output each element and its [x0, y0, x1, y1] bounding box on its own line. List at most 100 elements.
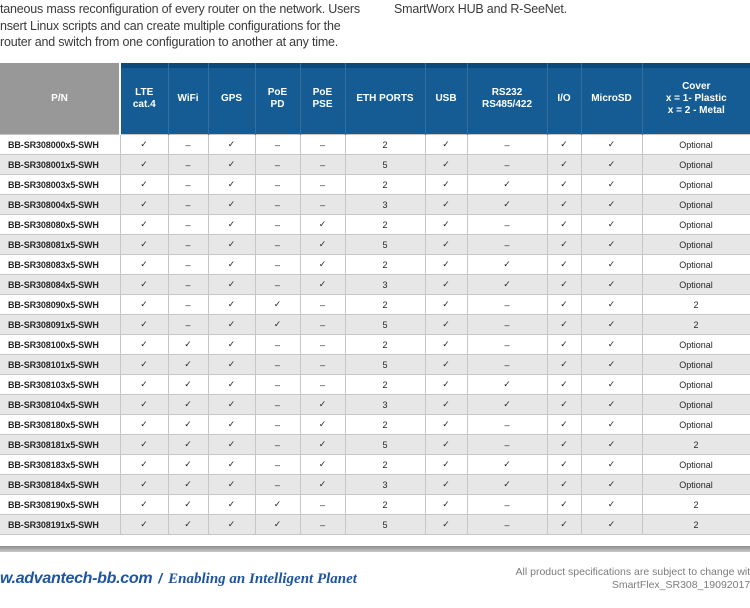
spec-cell-eth-ports: 5 — [344, 354, 426, 375]
spec-cell-poe-pse: – — [299, 314, 346, 335]
spec-cell-usb: ✓ — [424, 354, 468, 375]
spec-cell-rs232: – — [466, 154, 548, 175]
intro-right-line: SmartWorx HUB and R-SeeNet. — [394, 2, 567, 16]
spec-cell-poe-pse: – — [299, 514, 346, 535]
spec-cell-io: ✓ — [546, 294, 582, 315]
spec-cell-poe-pse: ✓ — [299, 414, 346, 435]
spec-cell-microsd: ✓ — [580, 134, 643, 155]
spec-cell-wifi: ✓ — [167, 434, 209, 455]
spec-cell-poe-pse: – — [299, 194, 346, 215]
part-number-cell: BB-SR308191x5-SWH — [0, 514, 121, 535]
spec-cell-wifi: ✓ — [167, 334, 209, 355]
spec-cell-cover: Optional — [641, 234, 750, 255]
spec-cell-wifi: – — [167, 254, 209, 275]
table-row: BB-SR308100x5-SWH ✓ ✓ ✓ – –2 ✓ – ✓ ✓ Optional — [0, 334, 750, 355]
spec-cell-usb: ✓ — [424, 274, 468, 295]
spec-cell-microsd: ✓ — [580, 334, 643, 355]
spec-cell-poe-pse: – — [299, 354, 346, 375]
spec-cell-eth-ports: 3 — [344, 394, 426, 415]
spec-cell-eth-ports: 5 — [344, 234, 426, 255]
spec-cell-gps: ✓ — [207, 494, 256, 515]
spec-cell-poe-pse: – — [299, 174, 346, 195]
col-header-wifi: WiFi — [167, 63, 208, 135]
spec-cell-microsd: ✓ — [580, 414, 643, 435]
spec-cell-wifi: – — [167, 134, 209, 155]
spec-cell-usb: ✓ — [424, 194, 468, 215]
part-number-cell: BB-SR308090x5-SWH — [0, 294, 121, 315]
part-number-cell: BB-SR308084x5-SWH — [0, 274, 121, 295]
spec-cell-microsd: ✓ — [580, 174, 643, 195]
spec-cell-lte: ✓ — [119, 214, 169, 235]
spec-cell-lte: ✓ — [119, 514, 169, 535]
spec-cell-eth-ports: 2 — [344, 414, 426, 435]
spec-cell-wifi: – — [167, 274, 209, 295]
footer-note-line-2: SmartFlex_SR308_19092017d — [611, 579, 750, 591]
table-row: BB-SR308181x5-SWH ✓ ✓ ✓ – ✓ 5 ✓ – ✓ ✓ 2 — [0, 434, 750, 455]
spec-cell-cover: Optional — [641, 214, 750, 235]
spec-cell-usb: ✓ — [424, 334, 468, 355]
col-header-poe-pd: PoE PD — [254, 63, 300, 135]
spec-cell-io: ✓ — [546, 254, 582, 275]
spec-cell-poe-pse: ✓ — [299, 454, 346, 475]
intro-line-1: taneous mass reconfiguration of every ro… — [0, 2, 360, 16]
spec-cell-rs232: – — [466, 414, 548, 435]
col-header-pn: P/N — [0, 63, 121, 135]
spec-cell-gps: ✓ — [207, 334, 256, 355]
spec-cell-poe-pd: – — [254, 474, 301, 495]
spec-cell-gps: ✓ — [207, 514, 256, 535]
spec-cell-io: ✓ — [546, 514, 582, 535]
spec-cell-cover: Optional — [641, 454, 750, 475]
spec-cell-usb: ✓ — [424, 434, 468, 455]
col-header-microsd: MicroSD — [580, 63, 642, 135]
part-number-cell: BB-SR308180x5-SWH — [0, 414, 121, 435]
spec-cell-io: ✓ — [546, 134, 582, 155]
part-number-cell: BB-SR308104x5-SWH — [0, 394, 121, 415]
spec-cell-wifi: ✓ — [167, 354, 209, 375]
spec-cell-poe-pse: ✓ — [299, 234, 346, 255]
spec-cell-rs232: – — [466, 334, 548, 355]
spec-cell-io: ✓ — [546, 174, 582, 195]
part-number-cell: BB-SR308181x5-SWH — [0, 434, 121, 455]
spec-cell-rs232: ✓ — [466, 174, 548, 195]
spec-cell-usb: ✓ — [424, 414, 468, 435]
spec-cell-poe-pse: – — [299, 334, 346, 355]
table-row: BB-SR308091x5-SWH ✓ – ✓ ✓ –5 ✓ – ✓ ✓ 2 — [0, 314, 750, 335]
intro-right-column: SmartWorx HUB and R-SeeNet. — [394, 1, 744, 18]
spec-cell-lte: ✓ — [119, 294, 169, 315]
col-header-eth-ports: ETH PORTS — [344, 63, 425, 135]
spec-cell-rs232: – — [466, 294, 548, 315]
spec-cell-lte: ✓ — [119, 454, 169, 475]
spec-cell-poe-pd: – — [254, 274, 301, 295]
spec-cell-usb: ✓ — [424, 374, 468, 395]
spec-cell-poe-pd: – — [254, 354, 301, 375]
spec-cell-eth-ports: 2 — [344, 214, 426, 235]
spec-cell-io: ✓ — [546, 494, 582, 515]
spec-cell-poe-pse: ✓ — [299, 254, 346, 275]
spec-cell-microsd: ✓ — [580, 214, 643, 235]
spec-cell-microsd: ✓ — [580, 494, 643, 515]
spec-cell-poe-pd: – — [254, 214, 301, 235]
spec-cell-gps: ✓ — [207, 214, 256, 235]
spec-cell-lte: ✓ — [119, 274, 169, 295]
col-header-lte: LTE cat.4 — [119, 63, 168, 135]
spec-cell-poe-pd: – — [254, 234, 301, 255]
header-row: P/N LTE cat.4 WiFi GPS PoE PD PoE PSE ETH PORT… — [0, 63, 750, 135]
spec-cell-io: ✓ — [546, 354, 582, 375]
col-header-rs232: RS232 RS485/422 — [466, 63, 547, 135]
spec-cell-usb: ✓ — [424, 514, 468, 535]
footer-tagline: Enabling an Intelligent Planet — [168, 571, 357, 587]
spec-cell-gps: ✓ — [207, 154, 256, 175]
table-row: BB-SR308101x5-SWH ✓ ✓ ✓ – –5 ✓ – ✓ ✓ Optional — [0, 354, 750, 375]
spec-cell-cover: Optional — [641, 474, 750, 495]
spec-cell-cover: Optional — [641, 274, 750, 295]
spec-cell-usb: ✓ — [424, 174, 468, 195]
spec-cell-cover: Optional — [641, 334, 750, 355]
intro-line-3: router and switch from one configuration… — [0, 35, 339, 49]
spec-cell-wifi: ✓ — [167, 514, 209, 535]
website-link[interactable]: w.advantech-bb.com — [0, 570, 153, 587]
spec-cell-poe-pd: – — [254, 334, 301, 355]
part-number-cell: BB-SR308190x5-SWH — [0, 494, 121, 515]
table-row: BB-SR308004x5-SWH ✓ – ✓ – –3 ✓ ✓ ✓ ✓ Optional — [0, 194, 750, 215]
spec-cell-usb: ✓ — [424, 474, 468, 495]
col-header-io: I/O — [546, 63, 581, 135]
